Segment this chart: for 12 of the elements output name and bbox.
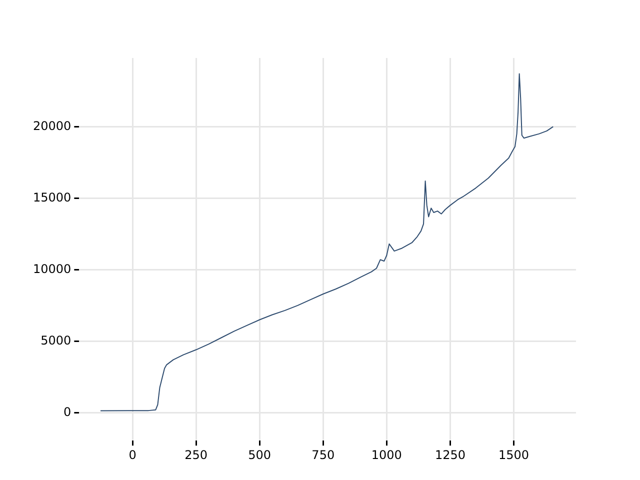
x-tick-label: 1500 <box>498 448 530 462</box>
y-tick-label: 5000 <box>40 333 72 348</box>
y-tick-label: 10000 <box>32 262 72 276</box>
x-tick-label: 250 <box>184 448 208 462</box>
x-tick-label: 1000 <box>371 448 402 462</box>
x-tick-label: 0 <box>128 448 136 462</box>
x-tick-label: 1250 <box>434 448 466 462</box>
y-tick-label: 0 <box>64 404 72 419</box>
y-tick-label: 20000 <box>32 118 72 133</box>
x-tick-label: 500 <box>248 448 272 462</box>
y-tick-label: 15000 <box>32 190 72 204</box>
x-tick-label: 750 <box>312 448 335 462</box>
